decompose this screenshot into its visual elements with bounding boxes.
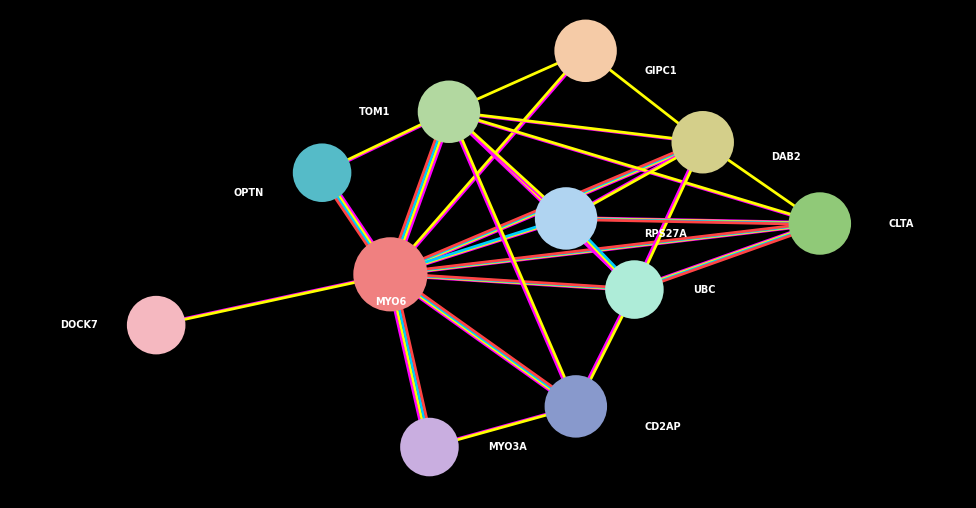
Text: UBC: UBC — [693, 284, 715, 295]
Ellipse shape — [293, 143, 351, 202]
Text: OPTN: OPTN — [233, 188, 264, 198]
Text: CLTA: CLTA — [888, 218, 914, 229]
Text: CD2AP: CD2AP — [644, 422, 681, 432]
Text: RPS27A: RPS27A — [644, 229, 687, 239]
Text: DAB2: DAB2 — [771, 152, 800, 163]
Ellipse shape — [671, 111, 734, 173]
Ellipse shape — [127, 296, 185, 355]
Ellipse shape — [545, 375, 607, 437]
Ellipse shape — [418, 81, 480, 143]
Text: GIPC1: GIPC1 — [644, 66, 676, 76]
Ellipse shape — [605, 260, 664, 319]
Ellipse shape — [400, 418, 459, 477]
Text: DOCK7: DOCK7 — [60, 320, 98, 330]
Ellipse shape — [789, 193, 851, 255]
Text: TOM1: TOM1 — [359, 107, 390, 117]
Text: MYO3A: MYO3A — [488, 442, 527, 452]
Ellipse shape — [535, 187, 597, 249]
Ellipse shape — [554, 20, 617, 82]
Ellipse shape — [353, 237, 427, 311]
Text: MYO6: MYO6 — [375, 297, 406, 307]
